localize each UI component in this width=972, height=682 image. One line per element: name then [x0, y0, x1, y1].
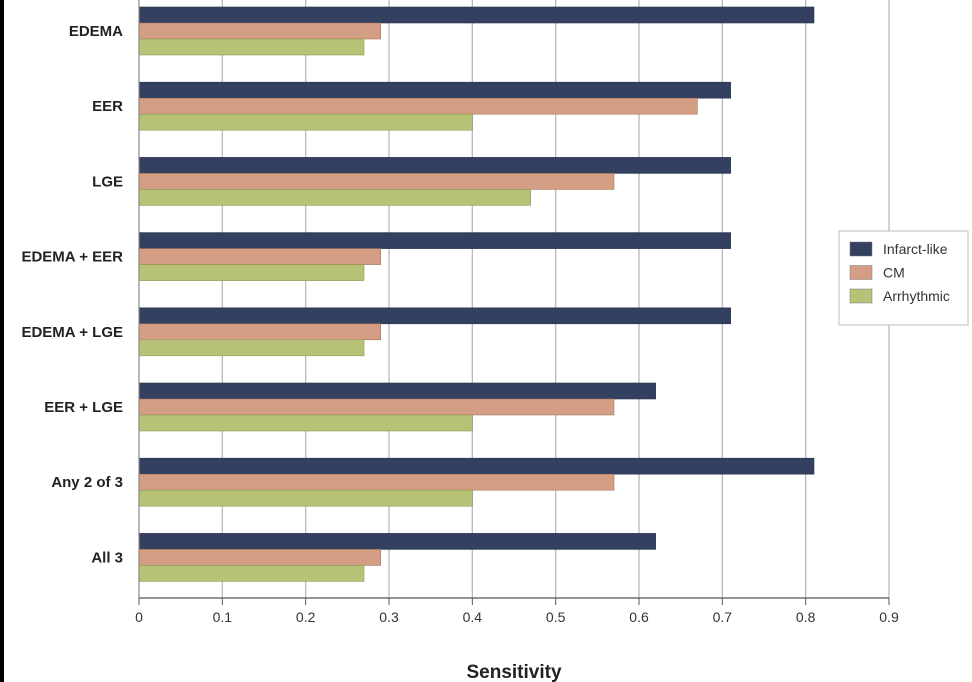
category-label: Any 2 of 3 — [51, 474, 123, 491]
legend-label: Infarct-like — [883, 241, 948, 257]
category-label: EDEMA — [69, 23, 123, 40]
bar-cm — [138, 398, 615, 416]
category-label: EER — [92, 98, 123, 115]
legend-swatch — [849, 265, 873, 280]
x-axis-label: Sensitivity — [466, 662, 561, 682]
left-edge-border — [0, 0, 4, 682]
legend: Infarct-like CM Arrhythmic — [838, 230, 969, 326]
x-tick-label: 0.3 — [379, 609, 399, 625]
bar-infarct-like — [138, 457, 815, 475]
legend-swatch — [849, 288, 873, 304]
bar-infarct-like — [138, 382, 656, 400]
bar-arrhythmic — [138, 339, 365, 357]
x-tick-label: 0.9 — [879, 609, 899, 625]
x-tick-label: 0.5 — [546, 609, 566, 625]
bar-cm — [138, 173, 615, 190]
x-tick-label: 0.8 — [796, 609, 816, 625]
category-label: EDEMA + LGE — [21, 324, 123, 341]
bar-infarct-like — [138, 6, 815, 24]
category-label: EDEMA + EER — [21, 249, 123, 266]
bar-infarct-like — [138, 81, 731, 99]
bar-arrhythmic — [138, 113, 473, 131]
bar-cm — [138, 473, 615, 491]
x-axis: 0 0.1 0.2 0.3 0.4 0.5 0.6 0.7 0.8 0.9 — [135, 0, 899, 625]
category-label: All 3 — [91, 549, 123, 566]
x-tick-label: 0.4 — [463, 609, 483, 625]
bar-arrhythmic — [138, 264, 365, 281]
bar-arrhythmic — [138, 565, 365, 582]
bar-infarct-like — [138, 232, 731, 249]
bar-cm — [138, 549, 381, 566]
bar-cm — [138, 97, 698, 115]
bar-cm — [138, 323, 381, 341]
bar-infarct-like — [138, 307, 731, 325]
legend-label: CM — [883, 265, 905, 281]
x-tick-label: 0.6 — [629, 609, 649, 625]
category-label: LGE — [92, 173, 123, 190]
legend-swatch — [849, 241, 873, 257]
bar-arrhythmic — [138, 414, 473, 432]
x-tick-label: 0 — [135, 609, 143, 625]
category-label: EER + LGE — [44, 399, 123, 416]
bar-cm — [138, 22, 381, 40]
legend-label: Arrhythmic — [883, 288, 950, 304]
x-tick-label: 0.2 — [296, 609, 316, 625]
x-tick-label: 0.7 — [713, 609, 733, 625]
x-tick-label: 0.1 — [213, 609, 233, 625]
bar-arrhythmic — [138, 38, 365, 56]
bar-arrhythmic — [138, 489, 473, 507]
bar-arrhythmic — [138, 189, 531, 206]
bar-infarct-like — [138, 157, 731, 174]
bar-infarct-like — [138, 533, 656, 550]
bars — [138, 6, 815, 582]
category-labels: EDEMA EER LGE EDEMA + EER EDEMA + LGE EER + L… — [21, 23, 123, 566]
bar-cm — [138, 248, 381, 265]
